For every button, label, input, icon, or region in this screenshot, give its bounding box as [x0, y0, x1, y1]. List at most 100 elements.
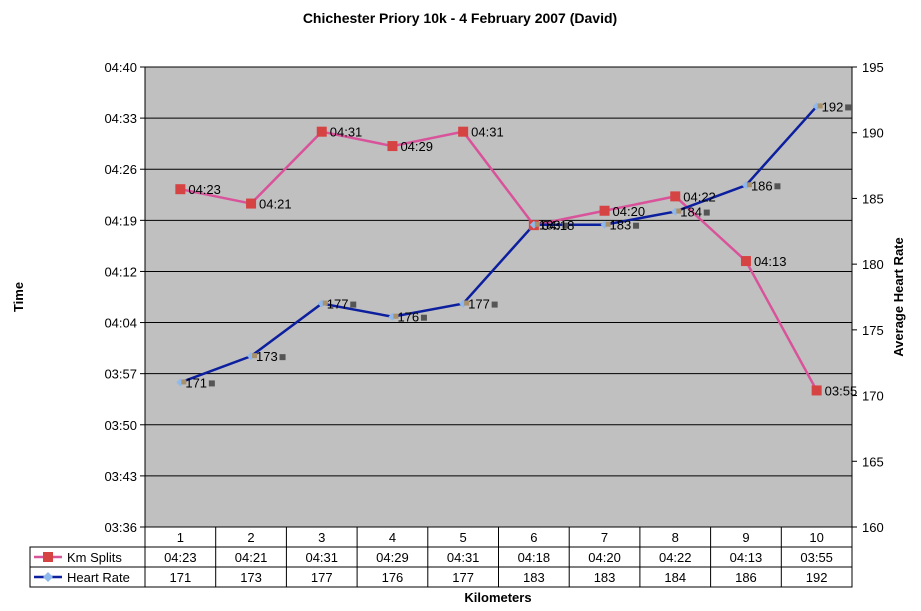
heart-rate-table-cell: 184 — [664, 570, 686, 585]
km-splits-point — [316, 126, 327, 137]
heart-rate-point-marker — [393, 313, 399, 319]
heart-rate-data-label: 183 — [539, 218, 561, 233]
x-tick-label: 9 — [742, 530, 749, 545]
y-tick-label: 03:50 — [104, 418, 137, 433]
heart-rate-data-label: 173 — [256, 349, 278, 364]
km-splits-table-cell: 04:20 — [588, 550, 621, 565]
km-splits-data-label: 04:31 — [330, 125, 363, 140]
km-splits-legend-label: Km Splits — [67, 550, 122, 565]
heart-rate-point-marker — [817, 103, 823, 109]
heart-rate-legend-label: Heart Rate — [67, 570, 130, 585]
heart-rate-label-key — [420, 314, 427, 321]
heart-rate-table-cell: 177 — [311, 570, 333, 585]
y2-tick-label: 195 — [862, 60, 884, 75]
y-tick-label: 03:43 — [104, 469, 137, 484]
x-tick-label: 4 — [389, 530, 396, 545]
heart-rate-label-key — [562, 222, 569, 229]
heart-rate-label-key — [279, 354, 286, 361]
heart-rate-line — [179, 105, 818, 384]
heart-rate-point-marker — [534, 221, 540, 227]
y2-tick-label: 185 — [862, 191, 884, 206]
km-splits-data-label: 03:55 — [825, 383, 858, 398]
y-tick-label: 04:40 — [104, 60, 137, 75]
heart-rate-data-label: 171 — [185, 375, 207, 390]
y2-tick-label: 190 — [862, 126, 884, 141]
heart-rate-data-label: 176 — [397, 310, 419, 325]
heart-rate-data-label: 192 — [822, 99, 844, 114]
heart-rate-label-key — [633, 222, 640, 229]
km-splits-data-label: 04:13 — [754, 254, 787, 269]
y-tick-label: 04:19 — [104, 213, 137, 228]
y-tick-label: 03:36 — [104, 520, 137, 535]
km-splits-data-label: 04:23 — [188, 182, 221, 197]
heart-rate-table-cell: 176 — [382, 570, 404, 585]
km-splits-table-cell: 04:23 — [164, 550, 197, 565]
km-splits-table-cell: 04:21 — [235, 550, 268, 565]
heart-rate-label-key — [774, 183, 781, 190]
heart-rate-table-cell: 192 — [806, 570, 828, 585]
y-tick-label: 04:12 — [104, 264, 137, 279]
km-splits-point — [458, 126, 469, 137]
heart-rate-table-cell: 183 — [594, 570, 616, 585]
x-tick-label: 5 — [460, 530, 467, 545]
x-tick-label: 10 — [809, 530, 823, 545]
x-tick-label: 7 — [601, 530, 608, 545]
heart-rate-data-label: 183 — [610, 218, 632, 233]
heart-rate-legend-marker — [43, 572, 53, 582]
heart-rate-point-marker — [464, 300, 470, 306]
km-splits-legend-marker — [43, 552, 53, 562]
y2-tick-label: 180 — [862, 257, 884, 272]
km-splits-table-cell: 04:18 — [518, 550, 551, 565]
x-tick-label: 1 — [177, 530, 184, 545]
heart-rate-table-cell: 177 — [452, 570, 474, 585]
y-tick-label: 04:04 — [104, 316, 137, 331]
heart-rate-point-marker — [605, 221, 611, 227]
km-splits-table-cell: 03:55 — [800, 550, 833, 565]
x-tick-label: 8 — [672, 530, 679, 545]
km-splits-table-cell: 04:31 — [447, 550, 480, 565]
x-tick-label: 3 — [318, 530, 325, 545]
km-splits-point — [246, 198, 257, 209]
km-splits-data-label: 04:22 — [683, 189, 716, 204]
heart-rate-label-key — [208, 380, 215, 387]
heart-rate-table-cell: 183 — [523, 570, 545, 585]
heart-rate-data-label: 184 — [680, 205, 702, 220]
y2-tick-label: 165 — [862, 454, 884, 469]
heart-rate-point-marker — [322, 300, 328, 306]
heart-rate-point-marker — [676, 208, 682, 214]
km-splits-data-label: 04:21 — [259, 197, 292, 212]
x-tick-label: 2 — [247, 530, 254, 545]
heart-rate-table-cell: 171 — [169, 570, 191, 585]
y-axis-title: Time — [11, 282, 26, 312]
x-axis-title: Kilometers — [464, 590, 531, 605]
y2-axis-title: Average Heart Rate — [891, 237, 906, 356]
km-splits-point — [599, 205, 610, 216]
y2-tick-label: 170 — [862, 389, 884, 404]
chart-title: Chichester Priory 10k - 4 February 2007 … — [303, 10, 617, 26]
heart-rate-data-label: 177 — [468, 297, 490, 312]
km-splits-line — [180, 130, 818, 392]
heart-rate-point-marker — [252, 353, 258, 359]
heart-rate-table-cell: 173 — [240, 570, 262, 585]
heart-rate-label-key — [350, 301, 357, 308]
heart-rate-table-cell: 186 — [735, 570, 757, 585]
km-splits-data-label: 04:29 — [400, 139, 433, 154]
km-splits-table-cell: 04:29 — [376, 550, 409, 565]
y-tick-label: 04:33 — [104, 111, 137, 126]
y2-tick-label: 175 — [862, 323, 884, 338]
km-splits-table-cell: 04:31 — [305, 550, 338, 565]
km-splits-data-label: 04:18 — [542, 218, 575, 233]
heart-rate-point-marker — [746, 182, 752, 188]
heart-rate-data-label: 177 — [327, 297, 349, 312]
heart-rate-point-marker — [181, 379, 187, 385]
y-tick-label: 04:26 — [104, 162, 137, 177]
x-tick-label: 6 — [530, 530, 537, 545]
heart-rate-label-key — [703, 209, 710, 216]
km-splits-point — [740, 256, 751, 267]
y2-tick-label: 160 — [862, 520, 884, 535]
km-splits-data-label: 04:31 — [471, 125, 504, 140]
km-splits-table-cell: 04:13 — [730, 550, 763, 565]
heart-rate-label-key — [845, 104, 852, 111]
heart-rate-label-key — [491, 301, 498, 308]
km-splits-point — [175, 184, 186, 195]
